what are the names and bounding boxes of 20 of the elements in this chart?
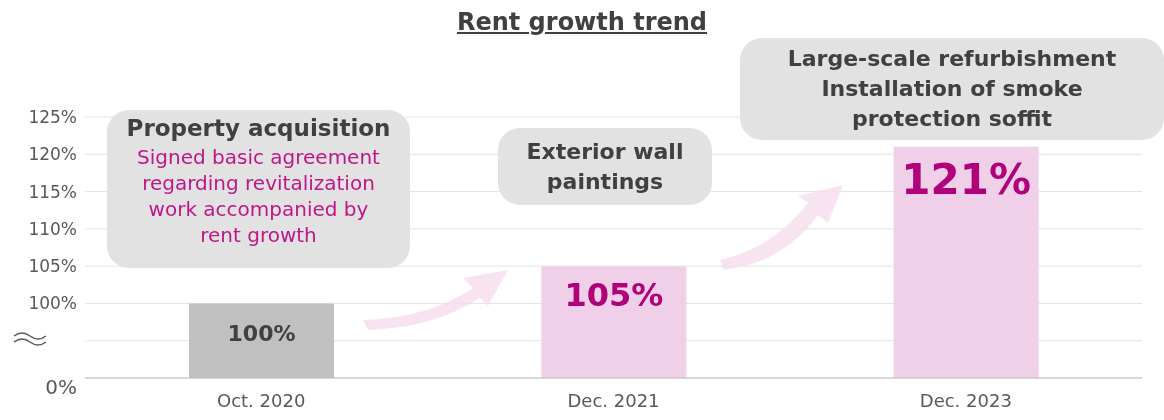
chart-title: Rent growth trend <box>455 8 709 36</box>
text: 0% <box>44 375 77 399</box>
annotation: Property acquisition <box>125 114 392 143</box>
y-tick-label: 105% <box>28 256 77 277</box>
y-tick-label: 110% <box>28 218 77 239</box>
data-label: 105% <box>564 275 664 314</box>
y-tick-label: 125% <box>28 107 77 128</box>
y-tick-label: 115% <box>28 181 77 202</box>
x-tick-label: Dec. 2021 <box>567 389 660 411</box>
x-tick-label: Dec. 2023 <box>919 389 1012 411</box>
data-label: 121% <box>901 155 1032 205</box>
callout-box: Exterior wall paintings <box>498 128 712 205</box>
data-label: 100% <box>227 321 296 347</box>
annotation: Installation of smoke protection soffit <box>820 75 1084 133</box>
y-tick-label: 100% <box>28 293 77 314</box>
y-tick-label: 120% <box>28 144 77 165</box>
annotation: Signed basic agreement regarding revitalization work accompanied by rent growth <box>136 144 381 248</box>
callout-box: Large-scale refurbishment Installation of smoke protection soffit <box>740 38 1164 140</box>
callout-box: Property acquisition Signed basic agreement regarding revitalization work accompanied by rent growth <box>107 110 410 268</box>
x-tick-label: Oct. 2020 <box>216 389 306 411</box>
